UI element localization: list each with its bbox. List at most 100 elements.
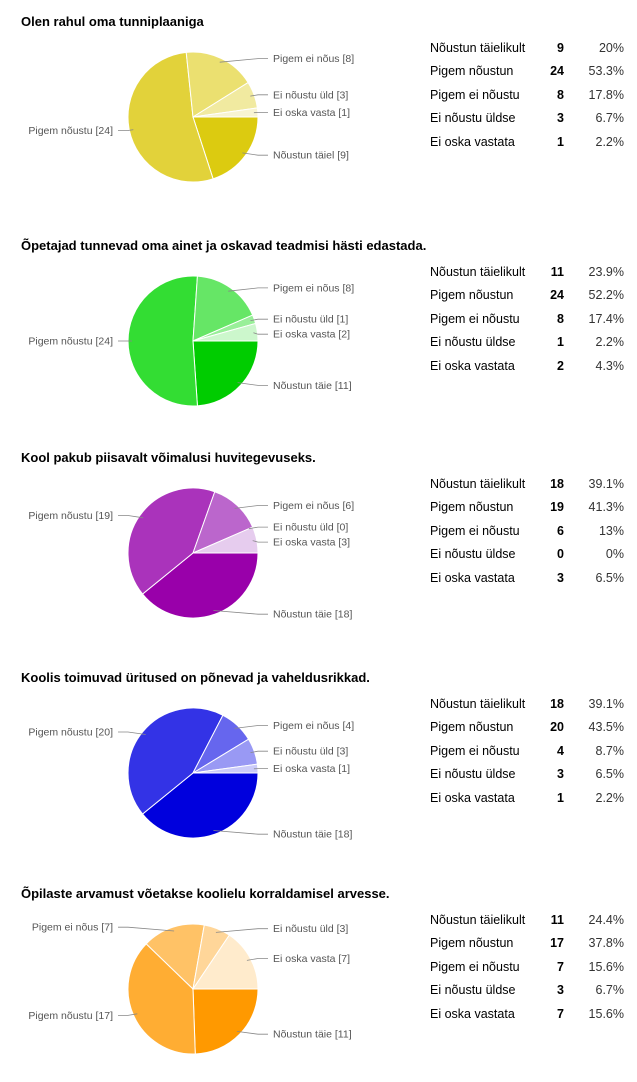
answer-label: Nõustun täielikult xyxy=(430,908,534,932)
question-block: Pigem ei nõus [6]Ei nõustu üld [0]Ei osk… xyxy=(0,436,637,646)
answer-label: Ei nõustu üldse xyxy=(430,543,534,567)
answer-label: Pigem ei nõustu xyxy=(430,307,534,331)
pie-slice xyxy=(128,276,197,406)
label-leader-line xyxy=(213,831,268,835)
answer-label: Pigem ei nõustu xyxy=(430,519,534,543)
answer-count: 2 xyxy=(534,354,564,378)
answer-label: Pigem nõustun xyxy=(430,932,534,956)
slice-label: Pigem nõustu [19] xyxy=(28,510,113,522)
answer-percent: 4.3% xyxy=(564,354,624,378)
slice-label: Ei oska vasta [3] xyxy=(273,537,350,549)
pie-chart: Ei nõustu üld [3] Ei oska vasta [7] Nõustu… xyxy=(0,872,400,1082)
slice-label: Pigem nõustu [20] xyxy=(28,727,113,739)
label-leader-line xyxy=(220,59,268,63)
question-block: Pigem ei nõus [8]Ei nõustu üld [1]Ei osk… xyxy=(0,224,637,434)
answer-percent: 13% xyxy=(564,519,624,543)
answer-label: Pigem ei nõustu xyxy=(430,739,534,763)
slice-label: Pigem nõustu [24] xyxy=(28,336,113,348)
answer-percent: 24.4% xyxy=(564,908,624,932)
answer-count: 11 xyxy=(534,260,564,284)
answer-label: Nõustun täielikult xyxy=(430,260,534,284)
slice-label: Ei oska vasta [1] xyxy=(273,763,350,775)
answer-label: Ei nõustu üldse xyxy=(430,107,534,131)
answer-percent: 2.2% xyxy=(564,786,624,810)
question-block: Ei nõustu üld [3] Ei oska vasta [7] Nõustu… xyxy=(0,872,637,1082)
answer-count: 8 xyxy=(534,83,564,107)
answer-label: Ei oska vastata xyxy=(430,354,534,378)
answer-count: 9 xyxy=(534,36,564,60)
slice-label: Ei nõustu üld [3] xyxy=(273,89,348,101)
answer-percent: 39.1% xyxy=(564,472,624,496)
answer-percent: 2.2% xyxy=(564,130,624,154)
answer-label: Pigem ei nõustu xyxy=(430,955,534,979)
question-title: Õpilaste arvamust võetakse koolielu korr… xyxy=(21,886,390,901)
answer-percent: 53.3% xyxy=(564,60,624,84)
answer-percent: 15.6% xyxy=(564,1002,624,1026)
slice-label: Pigem ei nõus [6] xyxy=(273,500,354,512)
answer-label: Ei oska vastata xyxy=(430,566,534,590)
label-leader-line xyxy=(118,130,133,131)
answer-percent: 6.5% xyxy=(564,763,624,787)
answer-label: Ei oska vastata xyxy=(430,1002,534,1026)
slice-label: Pigem ei nõus [8] xyxy=(273,282,354,294)
label-leader-line xyxy=(216,929,268,933)
slice-label: Ei nõustu üld [3] xyxy=(273,923,348,935)
question-title: Koolis toimuvad üritused on põnevad ja v… xyxy=(21,670,370,685)
slice-label: Nõustun täie [11] xyxy=(273,1029,352,1041)
slice-label: Nõustun täie [18] xyxy=(273,829,352,841)
question-title: Olen rahul oma tunniplaaniga xyxy=(21,14,204,29)
answer-label: Pigem nõustun xyxy=(430,60,534,84)
answer-percent: 8.7% xyxy=(564,739,624,763)
answer-percent: 6.5% xyxy=(564,566,624,590)
answer-label: Ei nõustu üldse xyxy=(430,331,534,355)
answer-percent: 6.7% xyxy=(564,979,624,1003)
slice-label: Nõustun täie [11] xyxy=(273,380,352,392)
answer-percent: 15.6% xyxy=(564,955,624,979)
question-block: Pigem ei nõus [4]Ei nõustu üld [3]Ei osk… xyxy=(0,656,637,866)
answer-label: Pigem ei nõustu xyxy=(430,83,534,107)
slice-label: Ei oska vasta [7] xyxy=(273,953,350,965)
answer-label: Nõustun täielikult xyxy=(430,472,534,496)
answer-percent: 39.1% xyxy=(564,692,624,716)
answer-count: 11 xyxy=(534,908,564,932)
answer-label: Ei oska vastata xyxy=(430,786,534,810)
answer-label: Ei nõustu üldse xyxy=(430,979,534,1003)
slice-label: Pigem ei nõus [7] xyxy=(32,922,113,934)
answer-percent: 43.5% xyxy=(564,716,624,740)
answer-count: 7 xyxy=(534,1002,564,1026)
pie-slice xyxy=(193,341,258,406)
answer-percent: 41.3% xyxy=(564,496,624,520)
question-block: Pigem ei nõus [8]Ei nõustu üld [3]Ei osk… xyxy=(0,0,637,210)
answer-percent: 52.2% xyxy=(564,284,624,308)
label-leader-line xyxy=(213,611,268,615)
slice-label: Ei oska vasta [1] xyxy=(273,107,350,119)
answer-percent: 37.8% xyxy=(564,932,624,956)
answer-label: Pigem nõustun xyxy=(430,716,534,740)
answer-count: 3 xyxy=(534,566,564,590)
answer-percent: 23.9% xyxy=(564,260,624,284)
answer-percent: 17.4% xyxy=(564,307,624,331)
answer-label: Ei nõustu üldse xyxy=(430,763,534,787)
answer-count: 3 xyxy=(534,979,564,1003)
slice-label: Pigem nõustu [17] xyxy=(28,1010,113,1022)
pie-chart: Pigem ei nõus [6]Ei nõustu üld [0]Ei osk… xyxy=(0,436,400,646)
slice-label: Nõustun täie [18] xyxy=(273,609,352,621)
answer-count: 1 xyxy=(534,786,564,810)
answer-count: 4 xyxy=(534,739,564,763)
